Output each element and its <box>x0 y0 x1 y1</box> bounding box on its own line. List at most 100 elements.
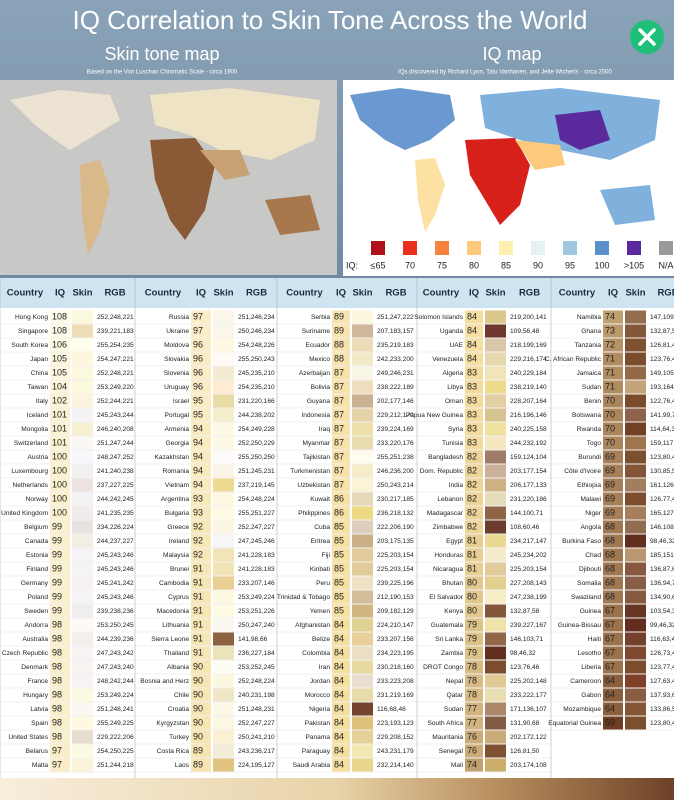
iq-value: 70 <box>605 423 615 433</box>
country: Mauritania <box>432 734 463 741</box>
skin-swatch <box>485 618 506 632</box>
country: Sierra Leone <box>151 636 189 643</box>
skin-swatch <box>485 604 506 618</box>
skin-swatch <box>625 548 646 562</box>
iq-cell <box>332 576 350 590</box>
iq-cell <box>603 688 623 702</box>
iq-value: 79 <box>467 647 477 657</box>
country: Panama <box>305 734 330 741</box>
skin-swatch <box>213 562 234 576</box>
rgb-value: 185,151,112 <box>650 552 674 559</box>
iq-cell <box>603 548 623 562</box>
country: Dom. Republic <box>420 468 464 475</box>
iq-cell <box>332 702 350 716</box>
skin-swatch <box>352 604 373 618</box>
iq-value: 90 <box>193 703 203 713</box>
country: Eritrea <box>311 538 331 545</box>
skin-swatch <box>72 436 93 450</box>
country: Poland <box>27 594 48 601</box>
skin-swatch <box>625 632 646 646</box>
rgb-value: 253,249,220 <box>97 384 134 391</box>
rgb-value: 141,98,66 <box>238 636 268 643</box>
country: Namibia <box>577 314 602 321</box>
iq-cell <box>191 590 211 604</box>
country: Colombia <box>302 650 330 657</box>
iq-cell <box>465 702 483 716</box>
skin-swatch <box>625 702 646 716</box>
skin-swatch <box>352 688 373 702</box>
rgb-value: 202,172,122 <box>510 734 547 741</box>
country: Slovakia <box>164 356 189 363</box>
iq-value: 89 <box>193 745 203 755</box>
iq-value: 71 <box>605 367 615 377</box>
legend-swatch <box>467 241 481 255</box>
rgb-value: 239,221,183 <box>97 328 134 335</box>
iq-cell <box>332 450 350 464</box>
skin-swatch <box>485 702 506 716</box>
iq-cell <box>603 506 623 520</box>
country: Mozambique <box>563 706 601 713</box>
country: Trinidad & Tobago <box>277 594 330 601</box>
skin-swatch <box>352 408 373 422</box>
skin-swatch <box>625 590 646 604</box>
skin-swatch <box>352 492 373 506</box>
iq-value: 89 <box>193 759 203 769</box>
iq-value: 86 <box>334 493 344 503</box>
country: Solomon Islands <box>414 314 463 321</box>
skin-swatch <box>625 422 646 436</box>
country: Saudi Arabia <box>293 762 331 769</box>
country: Algeria <box>442 370 463 377</box>
country: China <box>31 370 49 377</box>
country: Moldova <box>164 342 189 349</box>
iq-value: 99 <box>52 549 62 559</box>
iq-cell <box>191 632 211 646</box>
skin-swatch <box>485 506 506 520</box>
skin-swatch <box>352 548 373 562</box>
rgb-value: 240,229,184 <box>510 370 547 377</box>
iq-cell <box>465 352 483 366</box>
rgb-value: 239,227,167 <box>510 622 547 629</box>
country: Russia <box>169 314 189 321</box>
rgb-value: 132,87,58 <box>650 328 674 335</box>
iq-value: 96 <box>193 381 203 391</box>
legend-item-label: >105 <box>624 260 644 270</box>
country: Benin <box>584 398 601 405</box>
country: C. African Republic <box>545 356 602 363</box>
iq-value: 94 <box>193 451 203 461</box>
rgb-value: 159,124,104 <box>510 454 547 461</box>
country: Malawi <box>580 496 601 503</box>
rgb-value: 254,247,221 <box>97 356 134 363</box>
iq-value: 85 <box>334 605 344 615</box>
iq-value: 97 <box>193 311 203 321</box>
legend-swatch <box>435 241 449 255</box>
iq-value: 90 <box>193 689 203 699</box>
skin-swatch <box>485 646 506 660</box>
rgb-value: 103,54,39 <box>650 608 674 615</box>
iq-value: 96 <box>193 339 203 349</box>
iq-value: 67 <box>605 647 615 657</box>
country: Uganda <box>440 328 463 335</box>
iq-cell <box>191 562 211 576</box>
rgb-value: 161,126,96 <box>650 482 674 489</box>
skin-swatch <box>213 338 234 352</box>
rgb-value: 225,203,154 <box>377 566 414 573</box>
close-button[interactable] <box>630 20 664 54</box>
iq-value: 91 <box>193 591 203 601</box>
column-header: IQ <box>55 288 65 299</box>
country: Czech Republic <box>2 650 49 657</box>
country: Lithuania <box>162 622 189 629</box>
country: Belize <box>312 636 330 643</box>
iq-value: 68 <box>605 563 615 573</box>
rgb-value: 237,219,145 <box>238 482 275 489</box>
iq-value: 82 <box>467 493 477 503</box>
country: Mexico <box>309 356 330 363</box>
skin-strip <box>0 778 674 800</box>
iq-cell <box>465 366 483 380</box>
skin-swatch <box>485 492 506 506</box>
rgb-value: 225,202,148 <box>510 678 547 685</box>
skin-swatch <box>72 660 93 674</box>
rgb-value: 239,225,196 <box>377 580 414 587</box>
rgb-value: 247,243,240 <box>97 664 134 671</box>
iq-cell <box>465 660 483 674</box>
iq-cell <box>50 632 70 646</box>
